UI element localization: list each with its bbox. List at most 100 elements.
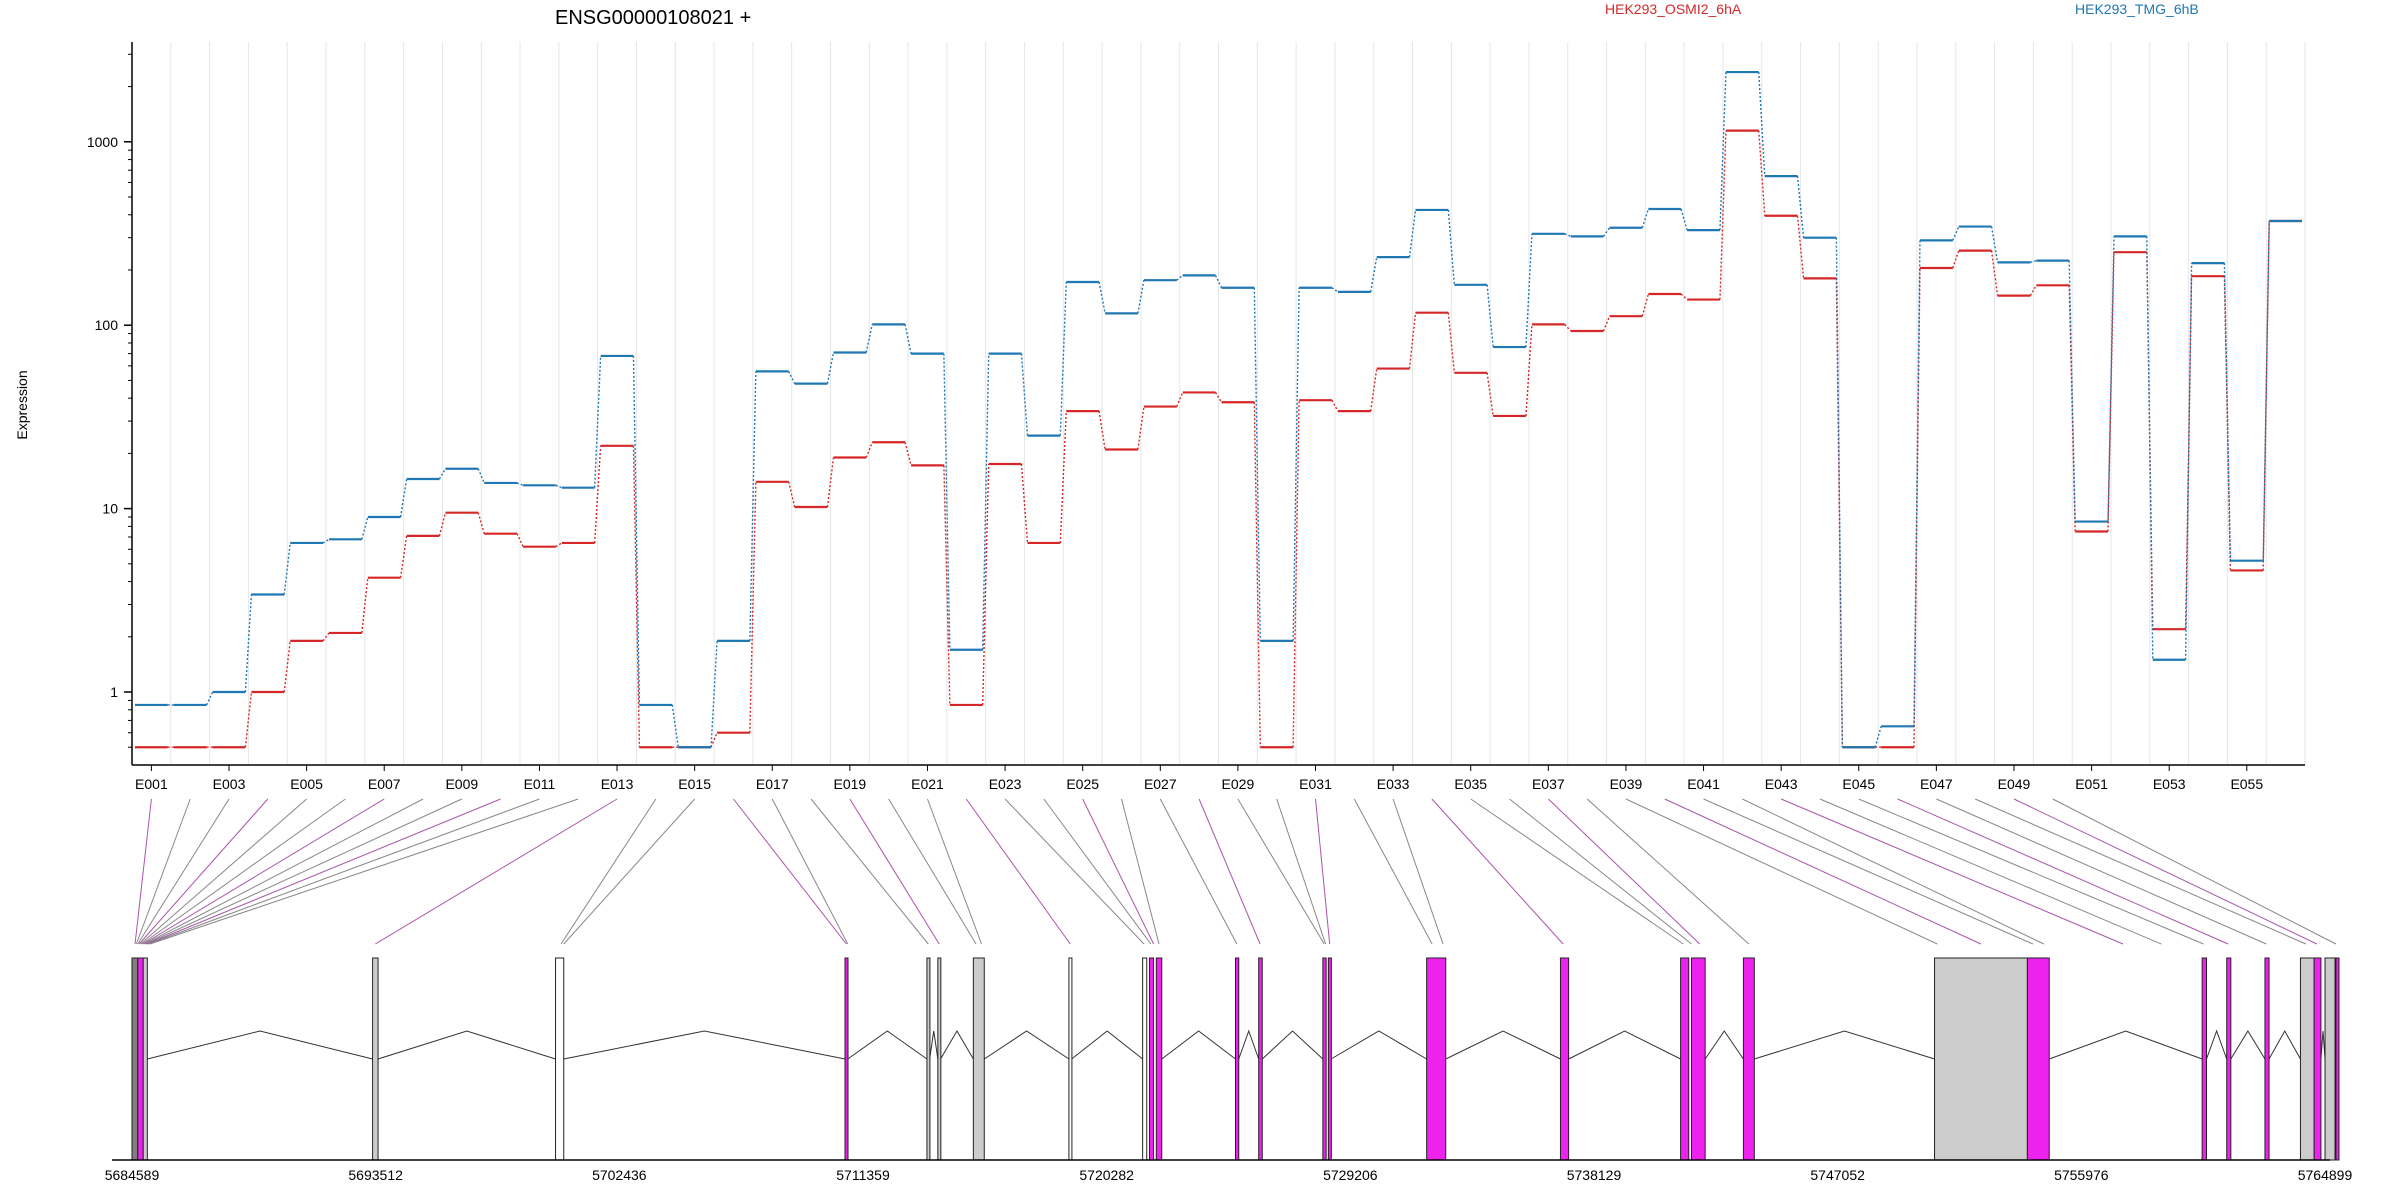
exon-connector [965,798,1071,945]
exon-connector [135,798,191,945]
genomic-tick-label: 5693512 [348,1167,403,1183]
x-tick-label: E003 [213,776,246,792]
exon-block [2313,957,2322,1161]
intron-line [147,1030,373,1060]
genomic-tick-label: 5684589 [105,1167,160,1183]
exon-connector [134,798,152,945]
exon-block [1426,957,1447,1161]
exon-connector [1431,798,1564,945]
y-tick-label: 10 [102,501,118,517]
axes: 1 10 100 1000 E001 E003 E005 E007 E009 E011 E013 E0… [87,42,2305,792]
intron-line [1330,1030,1427,1060]
x-tick-label: E055 [2230,776,2263,792]
x-tick-label: E027 [1144,776,1177,792]
exon-connector [2052,798,2337,945]
exon-block [1327,957,1332,1161]
exon-connector [148,798,540,945]
exon-block [1742,957,1755,1161]
exon-connector [1353,798,1433,945]
exon-connector [560,798,657,945]
exon-block [372,957,379,1161]
x-tick-label: E007 [368,776,401,792]
exon-connector [1625,798,1938,945]
exon-block [1155,957,1163,1161]
genomic-tick-label: 5747052 [1810,1167,1865,1183]
exon-connector [1664,798,1982,945]
exon-connector [927,798,983,945]
intron-line [1161,1030,1236,1060]
exon-connector [733,798,847,945]
exon-connector [1198,798,1261,945]
y-tick-label: 100 [95,317,119,333]
genomic-tick-label: 5738129 [1567,1167,1622,1183]
exon-block [1148,957,1155,1161]
legend-series-osmi2: HEK293_OSMI2_6hA [1605,1,1742,17]
exon-connector [1936,798,2267,945]
intron-line [1445,1030,1561,1060]
x-tick-label: E029 [1222,776,1255,792]
intron-line [1261,1030,1324,1060]
intron-line [1704,1030,1744,1060]
exon-connector [810,798,929,945]
intron-line [1754,1030,1935,1060]
series-connector [167,130,2270,748]
intron-line [1568,1030,1681,1060]
exon-connector [2013,798,2318,945]
grid-lines [131,42,2306,765]
exon-block [2299,957,2315,1161]
exon-connector [563,798,696,945]
exon-block [1258,957,1263,1161]
x-tick-label: E045 [1842,776,1875,792]
exon-connector [140,798,307,945]
x-tick-label: E035 [1454,776,1487,792]
x-tick-label: E039 [1610,776,1643,792]
exon-connector [137,798,230,945]
exon-connector [147,798,501,945]
exon-connectors [134,798,2337,945]
exon-connector [141,798,346,945]
exon-connector [149,798,579,945]
x-tick-label: E017 [756,776,789,792]
x-tick-label: E051 [2075,776,2108,792]
exon-connector [1974,798,2307,945]
x-tick-label: E025 [1066,776,1099,792]
exon-block [972,957,985,1161]
exon-connector [1121,798,1160,945]
genomic-tick-label: 5764899 [2298,1167,2353,1183]
exon-connector [771,798,849,945]
exon-connector [1547,798,1701,945]
exon-block [2264,957,2270,1161]
exon-block [1234,957,1240,1161]
x-tick-label: E031 [1299,776,1332,792]
exon-block [926,957,931,1161]
x-tick-label: E053 [2153,776,2186,792]
intron-line [929,1030,939,1060]
exon-block [131,957,139,1161]
intron-line [847,1030,928,1060]
intron-line [377,1030,556,1060]
x-tick-label: E041 [1687,776,1720,792]
exon-connector [1276,798,1327,945]
y-axis-label: Expression [14,370,30,439]
series-tmg [135,70,2302,749]
x-tick-label: E015 [678,776,711,792]
intron-line [2320,1030,2326,1060]
exon-connector [142,798,385,945]
exon-connector [1858,798,2204,945]
exon-connector [1819,798,2162,945]
exon-block [2226,957,2232,1161]
exon-block [1559,957,1570,1161]
genomic-tick-label: 5711359 [836,1167,890,1183]
exon-block [1322,957,1327,1161]
intron-line [940,1030,974,1060]
exon-connector [1586,798,1750,945]
x-tick-label: E043 [1765,776,1798,792]
intron-line [2230,1030,2266,1060]
exon-connector [138,798,269,945]
exon-block [844,957,849,1161]
exon-connector [1237,798,1325,945]
exon-connector [1470,798,1684,945]
intron-line [983,1030,1070,1060]
exon-connector [888,798,977,945]
intron-line [2049,1030,2203,1060]
